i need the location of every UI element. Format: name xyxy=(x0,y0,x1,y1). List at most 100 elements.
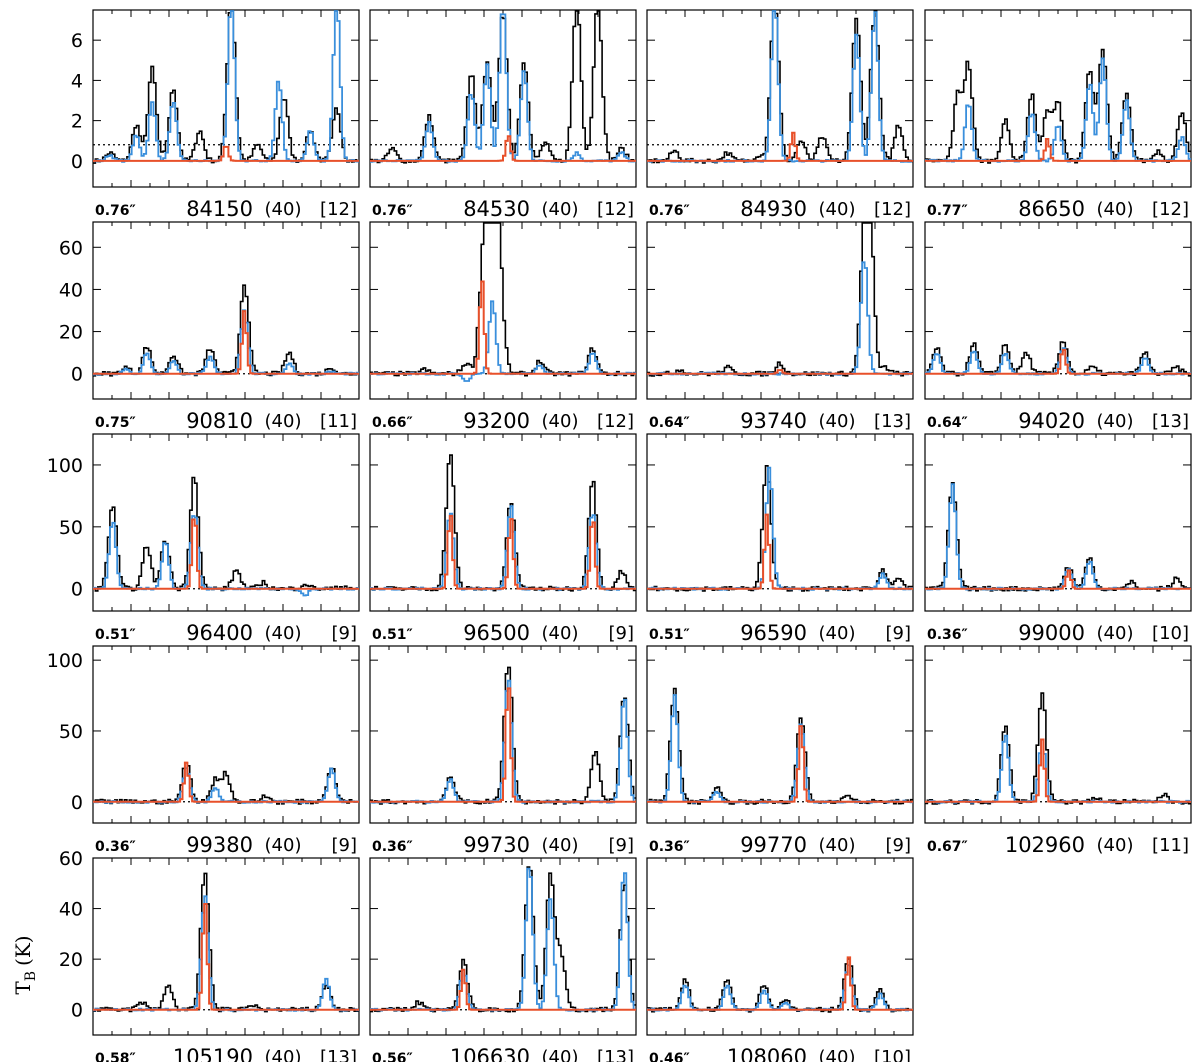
frequency-label: 102960 xyxy=(1005,833,1085,857)
observed-spectrum xyxy=(93,762,359,805)
model-total-spectrum xyxy=(93,515,359,597)
resolution-label: 0.58″ xyxy=(95,1051,136,1062)
model-species-spectrum xyxy=(93,518,359,590)
velocity-range-label: (40) xyxy=(542,623,579,644)
model-total-spectrum xyxy=(93,895,359,1012)
velocity-range-label: (40) xyxy=(265,623,302,644)
y-tick-label: 0 xyxy=(71,364,83,386)
panel-index-label: [9] xyxy=(332,623,358,644)
y-tick-label: 0 xyxy=(71,792,83,814)
spectrum-panel-96590: 0.51″ 96590 (40) [9] xyxy=(646,433,914,645)
spectrum-panel-84530: 0.76″ 84530 (40) [12] xyxy=(369,9,637,221)
panel-index-label: [9] xyxy=(609,835,635,856)
resolution-label: 0.51″ xyxy=(95,627,136,643)
frequency-label: 93740 xyxy=(740,409,807,433)
resolution-label: 0.51″ xyxy=(372,627,413,643)
resolution-label: 0.76″ xyxy=(649,203,690,219)
spectrum-panel-86650: 0.77″ 86650 (40) [12] xyxy=(924,9,1192,221)
panel-index-label: [9] xyxy=(332,835,358,856)
spectrum-panel-99000: 0.36″ 99000 (40) [10] xyxy=(924,433,1192,645)
resolution-label: 0.77″ xyxy=(927,203,968,219)
spectrum-panel-106630: 0.56″ 106630 (40) [13] xyxy=(369,857,637,1062)
velocity-range-label: (40) xyxy=(265,835,302,856)
resolution-label: 0.67″ xyxy=(927,839,968,855)
frequency-label: 99000 xyxy=(1018,621,1085,645)
spectrum-panel-99770: 0.36″ 99770 (40) [9] xyxy=(646,645,914,857)
y-tick-label: 0 xyxy=(71,1000,83,1022)
frequency-label: 84150 xyxy=(186,197,253,221)
frequency-label: 96500 xyxy=(463,621,530,645)
resolution-label: 0.75″ xyxy=(95,415,136,431)
model-total-spectrum xyxy=(93,309,359,376)
observed-spectrum xyxy=(925,692,1191,805)
resolution-label: 0.64″ xyxy=(927,415,968,431)
model-species-spectrum xyxy=(647,513,913,590)
frequency-label: 84530 xyxy=(463,197,530,221)
observed-spectrum xyxy=(370,866,636,1013)
observed-spectrum xyxy=(647,222,913,377)
observed-spectrum xyxy=(925,482,1191,592)
frequency-label: 94020 xyxy=(1018,409,1085,433)
observed-spectrum xyxy=(925,341,1191,377)
model-species-spectrum xyxy=(647,956,913,1011)
spectrum-panel-84930: 0.76″ 84930 (40) [12] xyxy=(646,9,914,221)
model-total-spectrum xyxy=(647,694,913,804)
model-total-spectrum xyxy=(925,57,1191,163)
y-axis-label: TB(K) xyxy=(11,935,39,994)
observed-spectrum xyxy=(370,222,636,377)
panel-index-label: [13] xyxy=(874,411,911,432)
panel-index-label: [11] xyxy=(1152,835,1189,856)
velocity-range-label: (40) xyxy=(542,835,579,856)
observed-spectrum xyxy=(93,476,359,592)
observed-spectrum xyxy=(647,958,913,1013)
panel-frame xyxy=(924,645,1192,824)
panel-frame xyxy=(924,433,1192,612)
y-tick-label: 6 xyxy=(71,30,83,52)
resolution-label: 0.36″ xyxy=(927,627,968,643)
model-total-spectrum xyxy=(93,10,359,163)
frequency-label: 93200 xyxy=(463,409,530,433)
panel-index-label: [10] xyxy=(1152,623,1189,644)
y-tick-label: 50 xyxy=(59,721,83,743)
frequency-label: 99730 xyxy=(463,833,530,857)
model-species-spectrum xyxy=(370,135,636,162)
y-tick-label: 50 xyxy=(59,517,83,539)
y-tick-label: 60 xyxy=(59,237,83,259)
model-total-spectrum xyxy=(925,483,1191,591)
model-species-spectrum xyxy=(647,725,913,803)
resolution-label: 0.36″ xyxy=(649,839,690,855)
y-tick-label: 40 xyxy=(59,899,83,921)
y-tick-label: 100 xyxy=(47,650,83,672)
velocity-range-label: (40) xyxy=(542,1047,579,1062)
panel-index-label: [12] xyxy=(874,199,911,220)
model-total-spectrum xyxy=(647,466,913,591)
model-species-spectrum xyxy=(93,310,359,375)
y-tick-label: 20 xyxy=(59,322,83,344)
spectrum-panel-99380: 0 50 100 0.36″ 99380 (40) [9] xyxy=(47,645,360,857)
spectrum-panel-105190: 0 20 40 60 0.58″ 105190 (40) [13] xyxy=(59,848,360,1062)
y-tick-label: 20 xyxy=(59,949,83,971)
spectrum-panel-93740: 0.64″ 93740 (40) [13] xyxy=(646,221,914,433)
resolution-label: 0.66″ xyxy=(372,415,413,431)
observed-spectrum xyxy=(93,872,359,1013)
frequency-label: 108060 xyxy=(727,1045,807,1062)
observed-spectrum xyxy=(93,284,359,377)
frequency-label: 99380 xyxy=(186,833,253,857)
model-species-spectrum xyxy=(925,738,1191,803)
velocity-range-label: (40) xyxy=(265,199,302,220)
velocity-range-label: (40) xyxy=(819,835,856,856)
resolution-label: 0.46″ xyxy=(649,1051,690,1062)
spectrum-panel-84150: 0 2 4 6 0.76″ 84150 (40) [12] xyxy=(71,9,360,221)
model-species-spectrum xyxy=(93,145,359,162)
panel-index-label: [9] xyxy=(609,623,635,644)
model-species-spectrum xyxy=(370,280,636,375)
resolution-label: 0.64″ xyxy=(649,415,690,431)
panel-index-label: [12] xyxy=(597,411,634,432)
spectrum-panel-96500: 0.51″ 96500 (40) [9] xyxy=(369,433,637,645)
frequency-label: 96400 xyxy=(186,621,253,645)
y-tick-label: 40 xyxy=(59,279,83,301)
model-species-spectrum xyxy=(925,569,1191,590)
observed-spectrum xyxy=(925,48,1191,164)
resolution-label: 0.36″ xyxy=(95,839,136,855)
frequency-label: 86650 xyxy=(1018,197,1085,221)
